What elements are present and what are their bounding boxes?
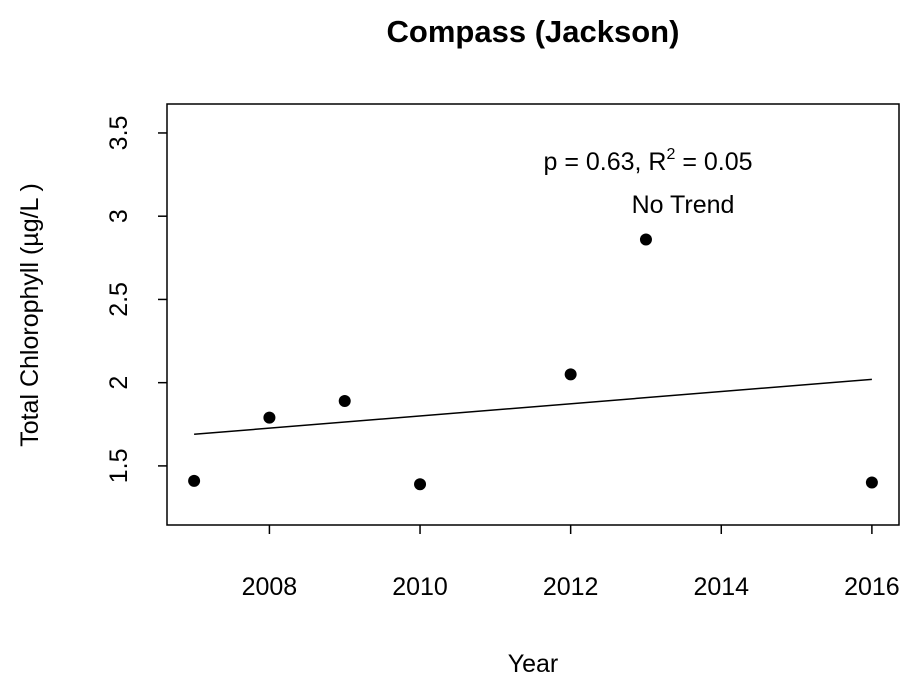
point: [338, 394, 351, 407]
trend-line: [194, 378, 872, 436]
point: [414, 478, 427, 491]
x-tick-label: 2008: [242, 573, 298, 601]
annotation-suffix: = 0.05: [675, 148, 752, 176]
annotation-prefix: p = 0.63, R: [543, 148, 666, 176]
y-axis-label: Total Chlorophyll (µg/L ): [16, 183, 44, 447]
point: [564, 368, 577, 381]
point: [188, 474, 201, 487]
annotation-verdict: No Trend: [632, 191, 735, 219]
y-tick-label: 3: [105, 209, 133, 223]
point: [263, 411, 276, 424]
point: [639, 233, 652, 246]
plot-frame: [166, 103, 900, 526]
x-tick-label: 2012: [543, 573, 599, 601]
x-tick-label: 2010: [392, 573, 448, 601]
point: [865, 476, 878, 489]
annotation-superscript: 2: [666, 146, 675, 163]
x-axis-label: Year: [508, 650, 559, 678]
chart-title: Compass (Jackson): [387, 14, 680, 49]
y-tick-label: 1.5: [105, 449, 133, 484]
y-tick-label: 2: [105, 376, 133, 390]
x-tick-label: 2016: [844, 573, 900, 601]
y-tick-label: 3.5: [105, 116, 133, 151]
annotation-stats: p = 0.63, R2 = 0.05: [543, 146, 752, 176]
y-tick-label: 2.5: [105, 282, 133, 317]
x-tick-label: 2014: [693, 573, 749, 601]
